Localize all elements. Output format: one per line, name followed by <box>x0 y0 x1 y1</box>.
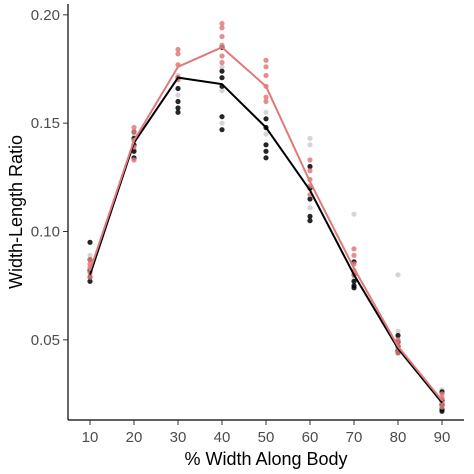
data-point <box>307 157 313 163</box>
y-tick-label: 0.15 <box>31 115 60 132</box>
x-tick-label: 60 <box>302 429 319 446</box>
data-point <box>175 46 181 53</box>
y-tick-label: 0.20 <box>31 7 60 24</box>
x-tick-label: 70 <box>346 429 363 446</box>
data-point <box>87 252 93 258</box>
data-point <box>131 129 137 135</box>
plot-marks <box>87 20 445 414</box>
data-point <box>351 252 357 258</box>
series-line <box>89 76 443 404</box>
x-tick-label: 30 <box>170 429 187 446</box>
data-point <box>219 68 225 74</box>
data-point <box>263 98 269 105</box>
data-point <box>263 57 269 63</box>
data-point <box>219 25 225 31</box>
data-point <box>263 109 269 115</box>
data-point <box>307 205 313 211</box>
data-point <box>87 257 93 263</box>
data-point <box>307 213 313 219</box>
data-point <box>219 127 225 133</box>
data-point <box>175 92 181 98</box>
data-point <box>263 148 269 154</box>
data-point <box>219 88 225 94</box>
data-point <box>263 116 269 122</box>
y-axis-title: Width-Length Ratio <box>6 135 26 289</box>
data-point <box>263 72 269 79</box>
data-point <box>219 42 225 48</box>
data-point <box>219 64 225 70</box>
y-axis-ticks: 0.05 0.10 0.15 0.20 <box>31 7 68 349</box>
data-point <box>307 135 313 141</box>
data-point <box>263 64 269 70</box>
x-tick-label: 50 <box>258 429 275 446</box>
data-point <box>351 211 357 217</box>
data-point <box>307 218 313 224</box>
data-point <box>87 239 93 245</box>
x-axis-ticks: 10 20 30 40 50 60 70 80 90 <box>82 420 451 446</box>
data-point <box>307 163 313 170</box>
data-point <box>351 278 357 284</box>
data-point <box>307 168 313 174</box>
data-point <box>219 120 225 126</box>
data-point <box>175 98 181 105</box>
data-point <box>439 408 445 414</box>
x-tick-label: 90 <box>434 429 451 446</box>
x-axis-title: % Width Along Body <box>184 449 347 469</box>
series-line <box>89 46 443 402</box>
data-point <box>395 272 401 278</box>
data-point <box>263 142 269 148</box>
x-tick-label: 10 <box>82 429 99 446</box>
data-point <box>307 196 313 202</box>
x-tick-label: 80 <box>390 429 407 446</box>
data-point <box>131 148 137 154</box>
data-point <box>351 285 357 291</box>
x-tick-label: 40 <box>214 429 231 446</box>
data-point <box>395 337 401 343</box>
data-point <box>219 53 225 59</box>
data-point <box>87 278 93 284</box>
data-point <box>263 155 269 161</box>
y-tick-label: 0.05 <box>31 332 60 349</box>
data-point <box>351 246 357 252</box>
data-point <box>87 274 93 280</box>
data-point <box>307 142 313 148</box>
data-point <box>395 332 401 339</box>
y-tick-label: 0.10 <box>31 224 60 241</box>
data-point <box>131 157 137 163</box>
x-tick-label: 20 <box>126 429 143 446</box>
data-point <box>175 85 181 92</box>
data-point <box>439 391 445 397</box>
data-point <box>175 109 181 115</box>
data-point <box>219 75 225 81</box>
data-point <box>219 33 225 40</box>
data-point <box>395 328 401 334</box>
data-point <box>263 131 269 137</box>
data-point <box>219 59 225 66</box>
data-point <box>219 20 225 27</box>
data-point <box>219 114 225 120</box>
data-point <box>175 51 181 57</box>
data-point <box>131 124 137 131</box>
data-point <box>175 105 181 111</box>
data-point <box>263 94 269 100</box>
data-point <box>439 404 445 410</box>
